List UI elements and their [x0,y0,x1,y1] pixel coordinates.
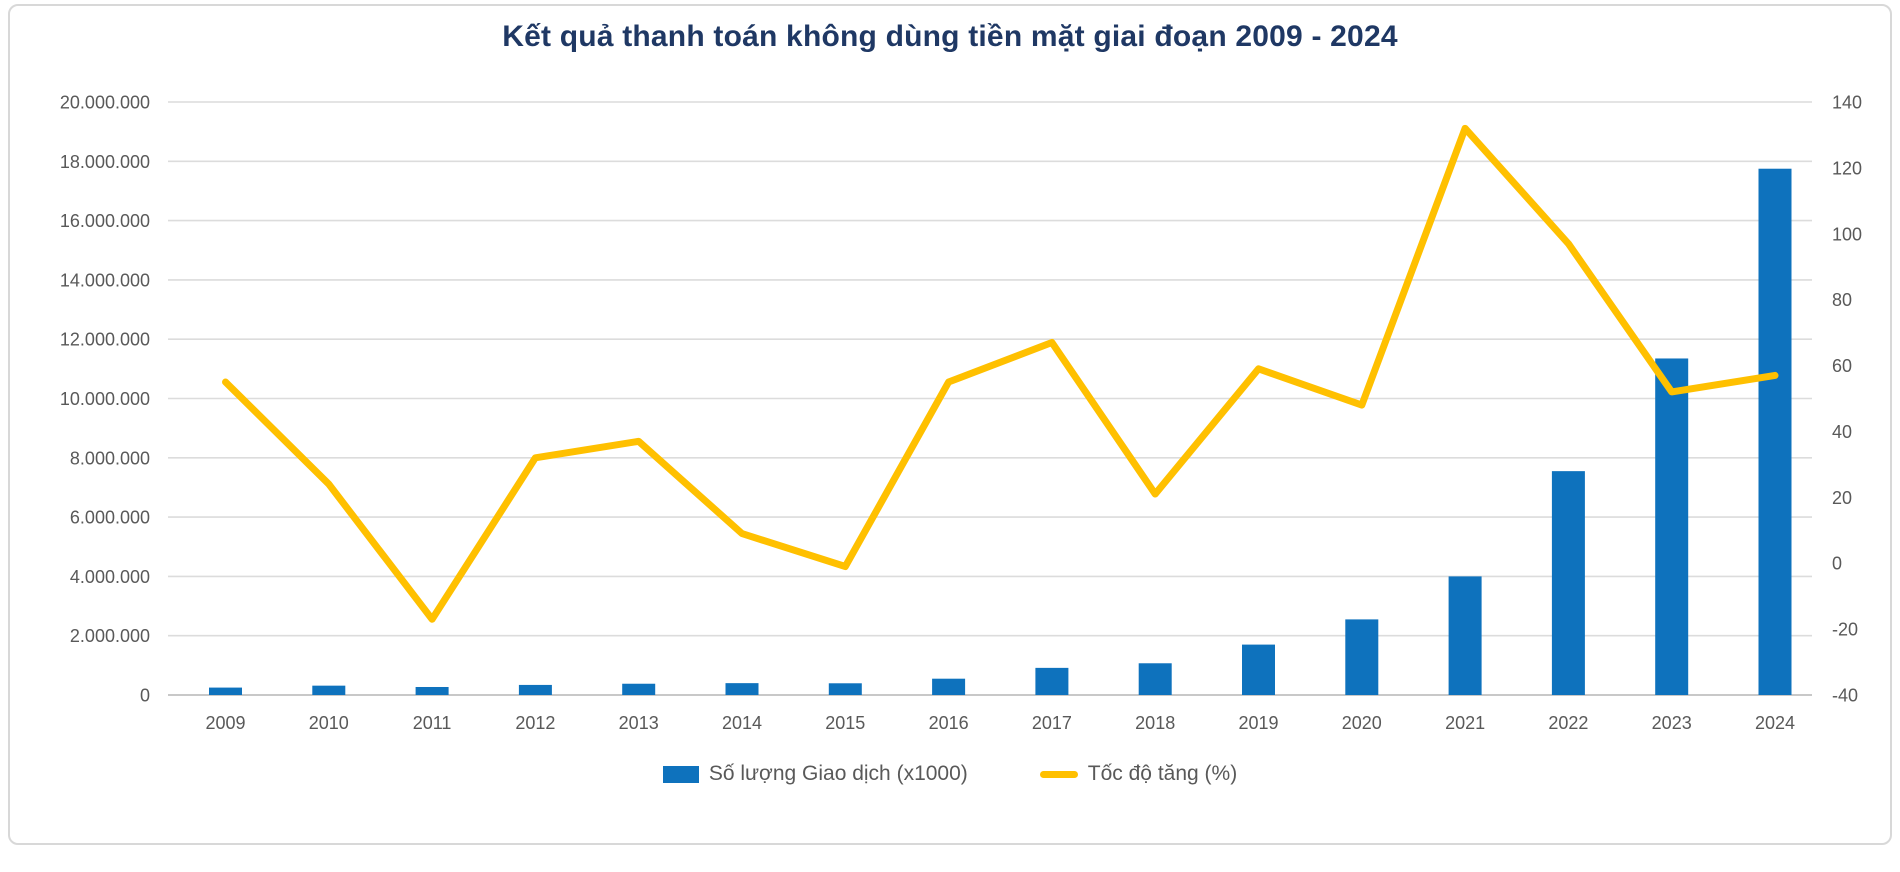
chart-title: Kết quả thanh toán không dùng tiền mặt g… [502,20,1398,53]
right-axis-tick-label: 20 [1832,488,1852,508]
right-axis-tick-label: -20 [1832,620,1858,640]
x-axis-year-label: 2020 [1342,713,1382,733]
growth-rate-line [222,124,1779,623]
right-axis-tick-label: 140 [1832,93,1862,113]
bar-2016 [932,678,966,695]
bar-series-swatch-icon [662,765,699,783]
bar-2024 [1758,168,1792,695]
bar-2023 [1655,358,1689,695]
right-axis-tick-label: 40 [1832,422,1852,442]
x-axis-year-label: 2010 [309,713,349,733]
bar-2015 [828,683,862,695]
bar-2010 [312,685,346,695]
bar-2020 [1345,619,1379,695]
left-axis-tick-label: 20.000.000 [60,93,150,113]
x-axis-year-label: 2022 [1548,713,1588,733]
x-axis-year-label: 2021 [1445,713,1485,733]
right-axis-tick-label: 60 [1832,356,1852,376]
right-axis-tick-label: 0 [1832,554,1842,574]
bar-2017 [1035,667,1069,695]
left-axis-tick-label: 8.000.000 [70,448,150,468]
left-axis-tick-label: 12.000.000 [60,330,150,350]
bar-2014 [725,683,759,695]
x-axis-year-label: 2012 [515,713,555,733]
left-axis-tick-label: 16.000.000 [60,211,150,231]
x-axis-year-label: 2011 [413,713,452,733]
x-axis-year-label: 2009 [205,713,245,733]
bar-2019 [1242,644,1275,695]
bar-2011 [415,686,449,695]
x-axis-year-label: 2024 [1755,713,1795,733]
legend-label-growth: Tốc độ tăng (%) [1087,762,1238,785]
legend-label-transactions: Số lượng Giao dịch (x1000) [708,762,968,785]
bar-2013 [622,683,656,695]
chart-frame [8,4,1892,845]
bar-2018 [1138,663,1172,695]
left-axis-tick-label: 4.000.000 [70,567,150,587]
legend-item-growth: Tốc độ tăng (%) [1039,762,1238,786]
line-series-swatch-icon [1039,770,1078,778]
right-axis-tick-label: -40 [1832,686,1858,706]
x-axis-year-label: 2018 [1135,713,1175,733]
left-axis-tick-label: 0 [140,686,150,706]
right-axis-tick-label: 80 [1832,290,1852,310]
x-axis-year-label: 2019 [1238,713,1278,733]
right-axis-tick-label: 120 [1832,158,1862,178]
x-axis-year-label: 2015 [825,713,865,733]
legend-item-transactions: Số lượng Giao dịch (x1000) [662,762,968,786]
left-axis-tick-label: 2.000.000 [70,626,150,646]
chart-legend: Số lượng Giao dịch (x1000) Tốc độ tăng (… [0,762,1900,786]
x-axis-year-label: 2017 [1032,713,1072,733]
right-axis-tick-label: 100 [1832,224,1862,244]
x-axis-year-label: 2023 [1652,713,1692,733]
left-axis-tick-label: 18.000.000 [60,152,150,172]
bar-2012 [518,684,552,695]
left-axis-tick-label: 6.000.000 [70,508,150,528]
x-axis-year-label: 2016 [929,713,969,733]
x-axis-year-label: 2014 [722,713,762,733]
left-axis-tick-label: 10.000.000 [60,389,150,409]
bar-2022 [1551,471,1585,695]
bar-2009 [209,687,242,695]
x-axis-year-label: 2013 [619,713,659,733]
left-axis-tick-label: 14.000.000 [60,270,150,290]
bar-2021 [1448,576,1482,695]
